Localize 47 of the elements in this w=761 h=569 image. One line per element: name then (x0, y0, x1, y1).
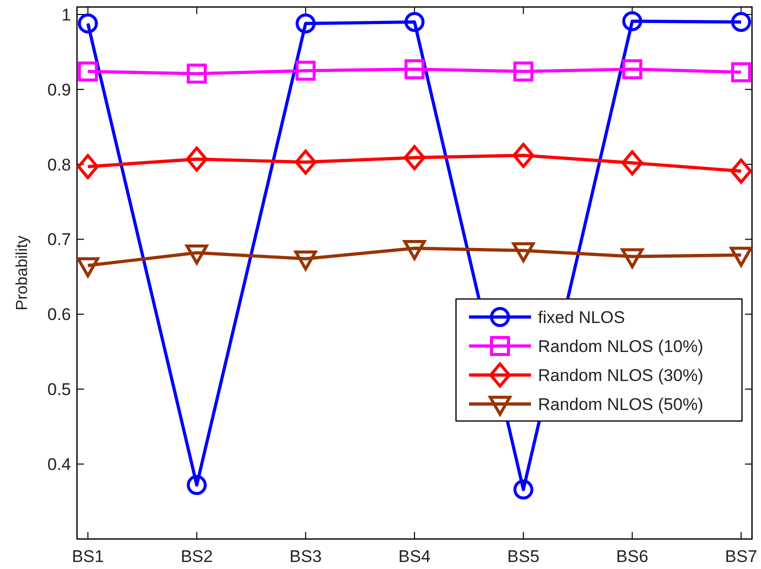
point (620, 248, 644, 268)
point (513, 480, 534, 500)
point (730, 158, 752, 184)
point (404, 59, 424, 80)
point (78, 61, 98, 82)
point (621, 150, 644, 176)
point (186, 146, 208, 172)
x-tick-label: BS3 (290, 547, 322, 566)
legend-label: Random NLOS (30%) (538, 366, 704, 385)
point (78, 14, 98, 34)
legend-label: Random NLOS (10%) (538, 336, 704, 356)
y-tick-label: 0.4 (47, 455, 71, 474)
x-tick-label: BS4 (398, 547, 431, 566)
point (731, 12, 752, 32)
point (296, 14, 316, 34)
legend-label: Random NLOS (50%) (538, 394, 704, 414)
x-tick-label: BS2 (180, 547, 213, 566)
point (513, 61, 534, 82)
point (76, 257, 100, 278)
y-tick-label: 0.9 (47, 80, 71, 100)
point (512, 242, 535, 262)
y-axis-title: Probability (14, 236, 31, 310)
x-tick-label: BS6 (616, 547, 648, 566)
y-tick-label: 1 (62, 5, 71, 24)
y-tick-label: 0.8 (47, 155, 71, 174)
point (294, 250, 317, 270)
y-tick-label: 0.5 (47, 380, 71, 400)
point (731, 62, 752, 82)
x-tick-label: BS5 (507, 547, 540, 566)
point (404, 12, 424, 32)
x-tick-label: BS1 (72, 547, 104, 566)
point (185, 244, 208, 264)
point (512, 142, 534, 168)
x-tick-label: BS7 (725, 547, 758, 566)
point (730, 246, 752, 267)
point (294, 150, 316, 175)
point (622, 59, 642, 80)
point (622, 11, 642, 32)
point (186, 475, 207, 496)
point (403, 240, 426, 260)
point (404, 145, 426, 170)
legend-label: fixed NLOS (538, 308, 625, 327)
point (296, 60, 316, 81)
point (186, 64, 207, 84)
point (77, 154, 99, 180)
y-tick-label: 0.7 (47, 230, 71, 250)
y-tick-label: 0.6 (47, 305, 71, 324)
